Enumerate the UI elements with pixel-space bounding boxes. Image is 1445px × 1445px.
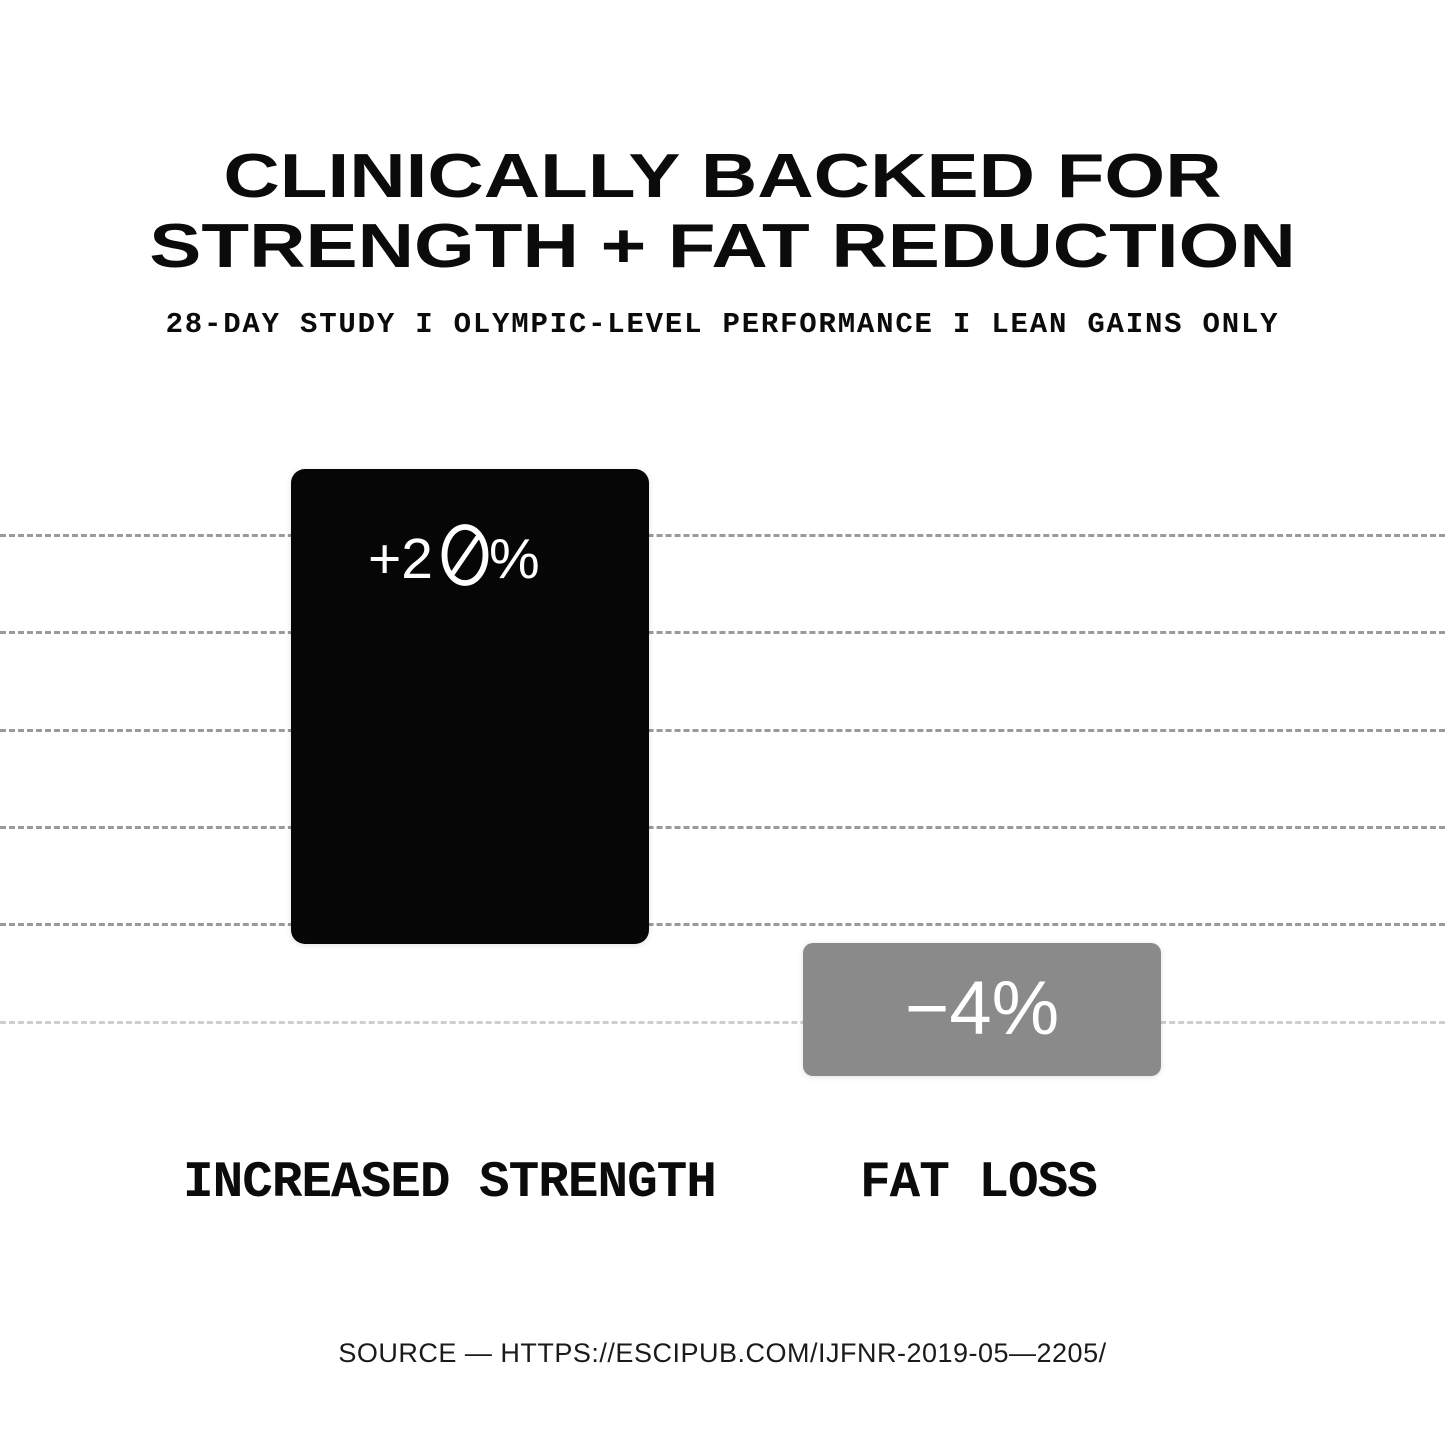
svg-text:%: % xyxy=(489,527,540,591)
svg-text:+2: +2 xyxy=(368,527,433,591)
